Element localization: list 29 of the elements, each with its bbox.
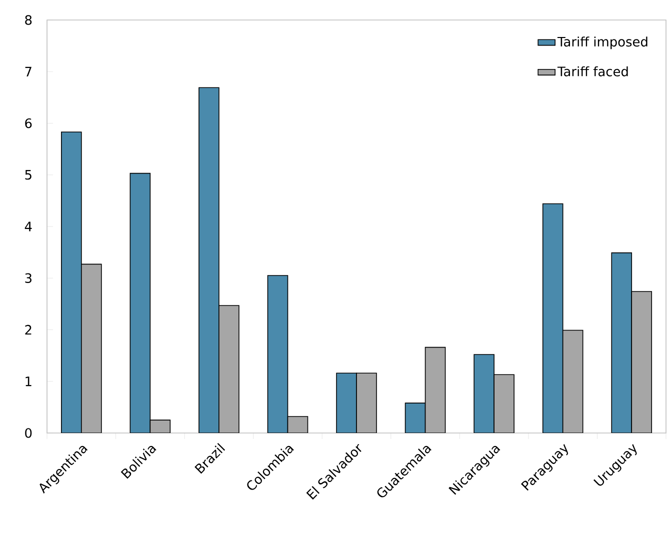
bar — [81, 264, 102, 433]
bar — [61, 132, 82, 433]
bar — [542, 204, 563, 433]
legend-label: Tariff faced — [557, 66, 628, 76]
bar — [611, 252, 632, 433]
bar — [631, 291, 652, 433]
y-tick-label: 3 — [25, 273, 32, 284]
bar — [474, 354, 494, 433]
y-tick-label: 5 — [25, 170, 32, 180]
y-tick-label: 2 — [25, 324, 32, 335]
y-tick-label: 4 — [24, 222, 32, 232]
y-tick-label: 1 — [26, 376, 32, 386]
bar — [494, 374, 514, 433]
bar — [425, 347, 446, 433]
y-tick-label: 7 — [25, 66, 32, 76]
bar — [150, 420, 170, 433]
y-tick-label: 6 — [25, 118, 32, 128]
bar — [218, 305, 239, 433]
bar — [198, 88, 219, 433]
y-tick-label: 0 — [25, 428, 32, 438]
bar — [356, 373, 377, 433]
bar — [268, 276, 288, 433]
bar — [336, 373, 357, 433]
bar — [405, 403, 426, 433]
legend-label: Tariff imposed — [557, 36, 648, 50]
bar — [288, 416, 308, 433]
bar — [562, 330, 583, 433]
bar — [130, 173, 150, 433]
y-tick-label: 8 — [25, 15, 32, 25]
